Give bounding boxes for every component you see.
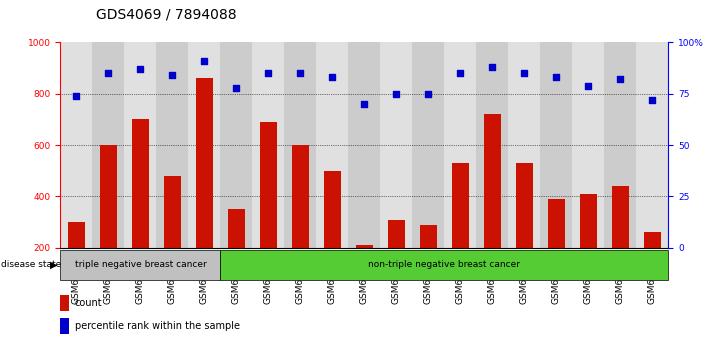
Bar [380, 42, 412, 248]
Bar [156, 42, 188, 248]
Point [486, 64, 498, 70]
Bar [515, 163, 533, 248]
Bar [124, 42, 156, 248]
Point [391, 91, 402, 97]
Bar [324, 171, 341, 248]
Bar [60, 250, 220, 280]
Bar [419, 225, 437, 248]
Bar [643, 232, 661, 248]
Bar [260, 122, 277, 248]
Point [166, 73, 178, 78]
Bar [476, 42, 508, 248]
Text: non-triple negative breast cancer: non-triple negative breast cancer [368, 260, 520, 269]
Bar [284, 42, 316, 248]
Text: disease state: disease state [1, 260, 61, 269]
Bar [220, 250, 668, 280]
Bar [508, 42, 540, 248]
Bar [60, 318, 69, 334]
Bar [196, 79, 213, 248]
Bar [188, 42, 220, 248]
Point [647, 97, 658, 103]
Bar [387, 219, 405, 248]
Bar [92, 42, 124, 248]
Bar [579, 194, 597, 248]
Point [614, 76, 626, 82]
Point [550, 75, 562, 80]
Bar [164, 176, 181, 248]
Point [135, 66, 146, 72]
Bar [316, 42, 348, 248]
Point [422, 91, 434, 97]
Point [262, 70, 274, 76]
Bar [611, 186, 629, 248]
Text: count: count [75, 298, 102, 308]
Bar [220, 42, 252, 248]
Point [294, 70, 306, 76]
Text: percentile rank within the sample: percentile rank within the sample [75, 321, 240, 331]
Bar [60, 42, 92, 248]
Bar [348, 42, 380, 248]
Text: GDS4069 / 7894088: GDS4069 / 7894088 [96, 7, 237, 21]
Bar [252, 42, 284, 248]
Bar [604, 42, 636, 248]
Bar [572, 42, 604, 248]
Bar [60, 295, 69, 311]
Bar [483, 114, 501, 248]
Bar [451, 163, 469, 248]
Point [198, 58, 210, 64]
Text: triple negative breast cancer: triple negative breast cancer [75, 260, 206, 269]
Point [71, 93, 82, 99]
Bar [132, 120, 149, 248]
Bar [412, 42, 444, 248]
Bar [100, 145, 117, 248]
Point [230, 85, 242, 91]
Point [518, 70, 530, 76]
Bar [68, 222, 85, 248]
Point [583, 83, 594, 88]
Point [326, 75, 338, 80]
Point [358, 101, 370, 107]
Bar [636, 42, 668, 248]
Text: ▶: ▶ [50, 259, 58, 270]
Point [103, 70, 114, 76]
Bar [540, 42, 572, 248]
Point [455, 70, 466, 76]
Bar [444, 42, 476, 248]
Bar [292, 145, 309, 248]
Bar [547, 199, 565, 248]
Bar [228, 209, 245, 248]
Bar [356, 245, 373, 248]
